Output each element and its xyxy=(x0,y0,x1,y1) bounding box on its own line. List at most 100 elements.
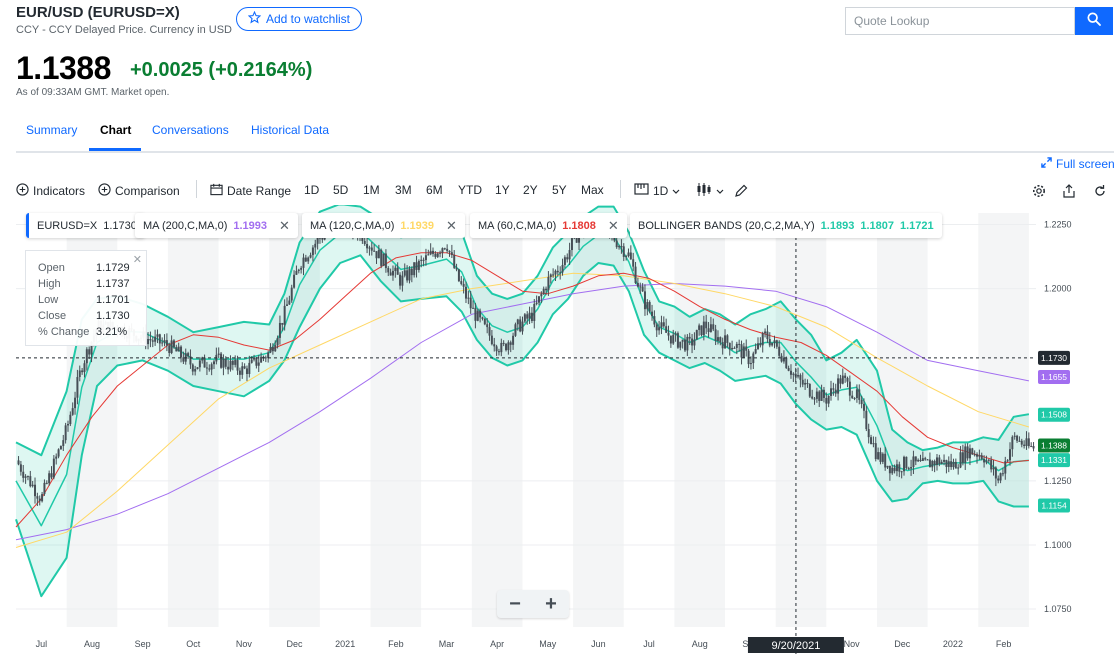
candle-body xyxy=(655,324,658,331)
candle-body xyxy=(766,331,769,340)
candle-body xyxy=(926,459,929,461)
candle-body xyxy=(533,303,536,321)
tab-conversations[interactable]: Conversations xyxy=(152,123,229,137)
x-tick-label: Sep xyxy=(135,639,151,649)
candle-body xyxy=(888,465,891,474)
tab-summary[interactable]: Summary xyxy=(26,123,78,137)
candle-body xyxy=(933,460,936,465)
candle-body xyxy=(792,373,795,375)
page-subtitle: CCY - CCY Delayed Price. Currency in USD xyxy=(16,24,232,36)
date-range-button[interactable]: Date Range xyxy=(210,183,291,199)
range-6m-button[interactable]: 6M xyxy=(426,183,443,197)
candle-body xyxy=(832,388,835,390)
range-max-button[interactable]: Max xyxy=(581,183,604,197)
candle-body xyxy=(733,347,736,349)
interval-select[interactable]: 1D xyxy=(634,183,680,198)
candle-body xyxy=(813,398,816,400)
range-5y-button[interactable]: 5Y xyxy=(552,183,567,197)
candle-body xyxy=(860,399,863,405)
close-icon[interactable]: ✕ xyxy=(607,217,619,233)
tab-chart[interactable]: Chart xyxy=(100,123,132,137)
candle-body xyxy=(674,333,677,335)
candle-body xyxy=(997,478,1000,481)
range-3m-button[interactable]: 3M xyxy=(395,183,412,197)
candle-body xyxy=(297,269,300,271)
search-button[interactable] xyxy=(1075,7,1113,35)
candle-body xyxy=(427,254,430,256)
candle-body xyxy=(276,337,279,346)
legend-bollinger[interactable]: BOLLINGER BANDS (20,C,2,MA,Y) 1.1893 1.1… xyxy=(630,213,942,238)
full-screen-button[interactable]: Full screen xyxy=(1041,157,1115,171)
candle-body xyxy=(728,342,731,350)
candle-body xyxy=(366,244,369,249)
close-icon[interactable]: ✕ xyxy=(132,254,142,266)
candle-body xyxy=(497,351,500,353)
month-band xyxy=(674,213,726,627)
legend-ma60[interactable]: MA (60,C,MA,0) 1.1808 ✕ xyxy=(470,213,627,238)
candle-body xyxy=(780,355,783,362)
candle-body xyxy=(615,240,618,248)
candle-body xyxy=(669,335,672,344)
candle-body xyxy=(822,389,825,398)
tab-historical-data[interactable]: Historical Data xyxy=(251,123,330,137)
candle-body xyxy=(629,252,632,260)
candle-body xyxy=(519,319,522,332)
close-icon[interactable]: ✕ xyxy=(446,217,457,233)
candle-body xyxy=(839,378,842,384)
candle-body xyxy=(434,253,437,257)
close-icon[interactable]: ✕ xyxy=(279,217,290,233)
share-icon[interactable] xyxy=(1061,183,1077,199)
axis-value-tag xyxy=(1038,438,1070,453)
ma200-line xyxy=(15,283,1029,541)
legend-ma200[interactable]: MA (200,C,MA,0) 1.1993 ✕ xyxy=(135,213,298,238)
candle-body xyxy=(980,455,983,459)
candle-body xyxy=(837,378,840,394)
candle-body xyxy=(253,357,256,360)
candle-body xyxy=(250,359,253,363)
range-1d-button[interactable]: 1D xyxy=(304,183,320,197)
candle-body xyxy=(460,281,463,284)
candle-body xyxy=(848,381,851,396)
indicators-button[interactable]: Indicators xyxy=(16,183,85,199)
candle-body xyxy=(556,270,559,273)
chart-type-select[interactable] xyxy=(696,183,724,199)
add-to-watchlist-button[interactable]: Add to watchlist xyxy=(236,7,362,31)
legend-ma120[interactable]: MA (120,C,MA,0) 1.1939 ✕ xyxy=(302,213,465,238)
candle-body xyxy=(281,322,284,325)
candle-body xyxy=(217,353,220,355)
legend-ma120-value: 1.1939 xyxy=(400,219,435,232)
range-2y-button[interactable]: 2Y xyxy=(523,183,538,197)
ohlc-label: Low xyxy=(38,294,59,306)
quote-lookup-input[interactable]: Quote Lookup xyxy=(845,7,1075,35)
candle-body xyxy=(300,267,303,270)
settings-gear-icon[interactable] xyxy=(1031,183,1047,199)
x-tick-label: Mar xyxy=(439,639,455,649)
candle-body xyxy=(43,482,46,495)
candle-body xyxy=(646,302,649,310)
candle-body xyxy=(41,494,44,502)
candle-body xyxy=(870,437,873,444)
range-1y-button[interactable]: 1Y xyxy=(495,183,510,197)
x-tick-label: Jun xyxy=(591,639,606,649)
price-chart[interactable]: 1.2250 1.2000 1.1250 1.1000 1.0750 Jul Aug Sep O… xyxy=(0,205,1119,657)
legend-symbol[interactable]: EURUSD=X 1.1730 xyxy=(26,213,145,238)
candle-body xyxy=(759,343,762,346)
candle-body xyxy=(1032,446,1035,449)
comparison-button[interactable]: Comparison xyxy=(98,183,180,199)
x-tick-label: Feb xyxy=(996,639,1012,649)
draw-icon[interactable] xyxy=(733,183,749,199)
range-5d-button[interactable]: 5D xyxy=(333,183,349,197)
candle-body xyxy=(78,370,81,378)
zoom-in-button[interactable]: + xyxy=(545,592,557,615)
zoom-out-button[interactable]: − xyxy=(509,592,521,615)
candle-body xyxy=(391,270,394,276)
candle-body xyxy=(865,410,868,430)
candle-body xyxy=(749,363,752,365)
comparison-label: Comparison xyxy=(115,184,180,198)
range-1m-button[interactable]: 1M xyxy=(363,183,380,197)
candle-body xyxy=(488,327,491,336)
month-band xyxy=(775,213,827,627)
ohlc-value: 3.21% xyxy=(96,326,128,338)
reset-icon[interactable] xyxy=(1092,183,1108,199)
range-ytd-button[interactable]: YTD xyxy=(458,183,482,197)
